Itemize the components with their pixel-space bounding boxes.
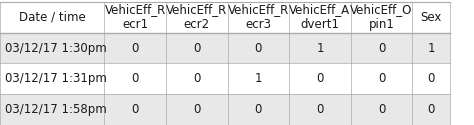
Text: 0: 0 bbox=[378, 72, 385, 85]
Text: VehicEff_R
ecr1: VehicEff_R ecr1 bbox=[104, 3, 166, 31]
Text: 03/12/17 1:58pm: 03/12/17 1:58pm bbox=[5, 103, 107, 116]
Text: 0: 0 bbox=[316, 103, 324, 116]
Text: 0: 0 bbox=[255, 103, 262, 116]
Text: VehicEff_A
dvert1: VehicEff_A dvert1 bbox=[290, 3, 350, 31]
Bar bbox=[0, 64, 450, 94]
Text: VehicEff_R
ecr3: VehicEff_R ecr3 bbox=[228, 3, 289, 31]
Text: 03/12/17 1:30pm: 03/12/17 1:30pm bbox=[5, 42, 107, 55]
Text: 1: 1 bbox=[255, 72, 262, 85]
Text: 0: 0 bbox=[193, 103, 201, 116]
Text: 1: 1 bbox=[316, 42, 324, 55]
Bar bbox=[0, 2, 450, 33]
Bar bbox=[0, 33, 450, 64]
Text: 0: 0 bbox=[316, 72, 324, 85]
Text: 0: 0 bbox=[193, 72, 201, 85]
Text: 0: 0 bbox=[131, 103, 139, 116]
Text: 0: 0 bbox=[378, 42, 385, 55]
Text: VehicEff_O
pin1: VehicEff_O pin1 bbox=[350, 3, 413, 31]
Text: 0: 0 bbox=[193, 42, 201, 55]
Text: 03/12/17 1:31pm: 03/12/17 1:31pm bbox=[5, 72, 107, 85]
Text: VehicEff_R
ecr2: VehicEff_R ecr2 bbox=[166, 3, 228, 31]
Text: 0: 0 bbox=[255, 42, 262, 55]
Text: 0: 0 bbox=[131, 72, 139, 85]
Bar bbox=[0, 94, 450, 125]
Text: Date / time: Date / time bbox=[19, 11, 85, 24]
Text: 0: 0 bbox=[428, 103, 435, 116]
Text: 0: 0 bbox=[428, 72, 435, 85]
Text: Sex: Sex bbox=[420, 11, 442, 24]
Text: 1: 1 bbox=[428, 42, 435, 55]
Text: 0: 0 bbox=[131, 42, 139, 55]
Text: 0: 0 bbox=[378, 103, 385, 116]
